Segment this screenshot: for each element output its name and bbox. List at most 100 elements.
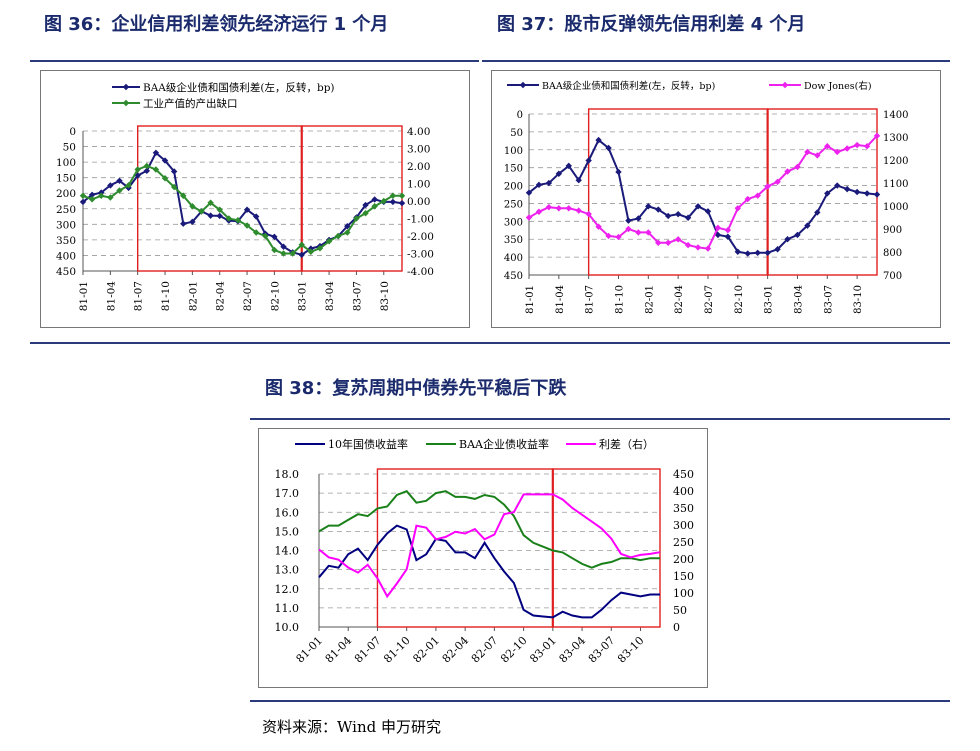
series-1-point (694, 203, 702, 210)
left-tick-label: 250 (504, 199, 523, 210)
right-tick-label: -1.00 (407, 214, 434, 226)
series-2-point (362, 210, 369, 217)
left-tick-label: 250 (56, 204, 76, 216)
left-tick-label: 450 (504, 271, 523, 282)
series-1-point (853, 188, 861, 196)
x-tick-label: 83-04 (324, 281, 336, 312)
left-tick-label: 350 (56, 235, 76, 247)
series-line-2 (82, 164, 402, 255)
left-tick-label: 150 (56, 173, 76, 185)
series-line-3 (318, 493, 661, 599)
series-2-point (98, 192, 105, 199)
left-tick-label: 15.0 (275, 525, 300, 538)
left-tick-label: 50 (63, 142, 76, 154)
x-tick-label: 82-07 (242, 281, 254, 311)
series-1-point (88, 191, 96, 198)
series-line-2 (318, 490, 660, 569)
right-tick-label: 1.00 (407, 179, 430, 191)
x-tick-label: 82-10 (269, 281, 281, 311)
series-2-point (198, 208, 205, 215)
x-tick-label: 81-01 (78, 281, 90, 311)
right-tick-label: 150 (673, 570, 694, 583)
left-tick-label: 11.0 (275, 602, 300, 615)
series-line-1 (318, 524, 660, 619)
left-tick-label: 100 (56, 157, 76, 169)
series-1-point (207, 212, 214, 219)
figure37-top-rule (482, 60, 950, 62)
left-tick-label: 200 (504, 182, 523, 193)
left-tick-label: 350 (504, 235, 523, 246)
right-tick-label: 1300 (883, 133, 908, 144)
series-1-point (298, 251, 305, 259)
x-tick-label: 81-04 (555, 285, 566, 314)
figure36-title: 图 36：企业信用利差领先经济运行 1 个月 (44, 14, 389, 35)
legend-marker (519, 81, 527, 89)
series-2-point (774, 178, 781, 186)
series-2-point (271, 246, 278, 254)
x-tick-label: 82-01 (187, 281, 199, 311)
legend-label: 利差（右） (599, 437, 654, 451)
series-2-point (873, 132, 881, 140)
chart-frame (491, 70, 941, 328)
x-tick-label: 81-10 (160, 281, 172, 311)
left-tick-label: 200 (56, 188, 76, 200)
right-tick-label: 1400 (883, 110, 908, 121)
x-tick-label: 82-07 (704, 285, 715, 314)
x-tick-label: 83-10 (853, 285, 864, 314)
right-tick-label: 1200 (883, 156, 908, 167)
right-tick-label: 900 (883, 225, 902, 236)
left-tick-label: 12.0 (275, 583, 300, 596)
series-2-point (335, 232, 342, 240)
series-2-point (252, 229, 260, 236)
right-tick-label: -3.00 (407, 249, 434, 261)
figure38-chart: 18.0 17.0 16.0 15.0 14.0 13.0 12.0 11.0 10.0 450 4… (258, 428, 708, 688)
series-1-point (863, 190, 871, 197)
right-tick-label: 1000 (883, 202, 908, 213)
x-tick-label: 82-04 (215, 281, 227, 312)
series-2-point (625, 225, 632, 233)
series-1-point (134, 172, 141, 179)
series-2-point (216, 206, 223, 213)
series-2-point (764, 183, 771, 190)
series-2-point (316, 245, 324, 252)
left-tick-label: 18.0 (275, 468, 300, 481)
series-1-point (635, 215, 642, 222)
right-tick-label: 700 (883, 271, 902, 282)
figure36-top-rule (30, 60, 479, 62)
series-1-point (252, 213, 260, 220)
right-tick-label: 250 (673, 536, 694, 549)
series-2-point (161, 175, 169, 182)
x-tick-label: 83-10 (379, 281, 391, 311)
series-1-point (344, 223, 351, 230)
series-1-point (804, 222, 811, 229)
series-1-point (243, 206, 251, 213)
series-1-point (362, 201, 369, 209)
series-2-point (353, 215, 360, 222)
series-line-1 (528, 138, 878, 255)
left-tick-label: 10.0 (275, 621, 300, 634)
series-2-point (134, 166, 141, 173)
left-tick-label: 400 (504, 253, 523, 264)
series-1-point (674, 210, 682, 218)
legend-marker (122, 83, 130, 91)
series-1-point (605, 144, 612, 152)
figure38-title: 图 38：复苏周期中债券先平稳后下跌 (265, 378, 567, 399)
series-2-point (615, 233, 622, 241)
left-tick-label: 300 (504, 217, 523, 228)
series-2-point (325, 238, 333, 245)
series-1-point (794, 231, 801, 239)
series-1-point (152, 149, 160, 156)
legend-label: BAA级企业债和国债利差(左，反转，bp) (542, 80, 715, 92)
series-2-point (853, 141, 861, 149)
series-2-point (804, 148, 811, 156)
right-tick-label: 400 (673, 485, 694, 498)
series-1-point (143, 167, 150, 175)
right-tick-label: 350 (673, 502, 694, 515)
left-tick-label: 0 (69, 126, 76, 138)
right-tick-label: 1100 (883, 179, 908, 190)
right-tick-label: 0.00 (407, 196, 430, 208)
series-1-point (389, 198, 397, 206)
series-2-point (225, 215, 233, 222)
legend-label: Dow Jones(右) (804, 80, 872, 92)
x-tick-label: 82-01 (644, 285, 655, 314)
